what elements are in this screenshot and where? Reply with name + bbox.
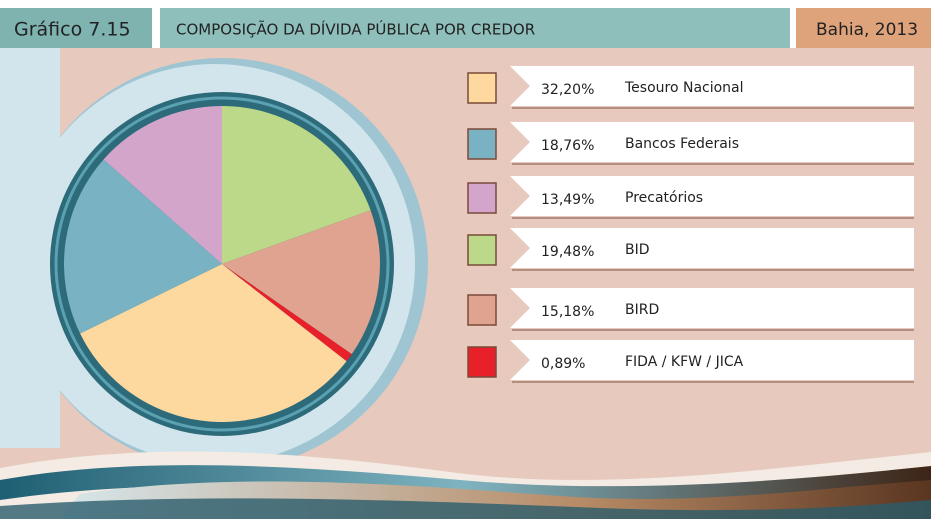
legend-swatch	[468, 129, 496, 159]
legend-value: 0,89%	[541, 356, 585, 372]
chart-title: COMPOSIÇÃO DA DÍVIDA PÚBLICA POR CREDOR	[176, 20, 535, 39]
legend-swatch	[468, 183, 496, 213]
legend-swatch	[468, 235, 496, 265]
legend-value: 19,48%	[541, 244, 594, 260]
legend-swatch	[468, 295, 496, 325]
legend-swatch	[468, 73, 496, 103]
chart-subtitle: Bahia, 2013	[816, 20, 918, 40]
chart: Gráfico 7.15 COMPOSIÇÃO DA DÍVIDA PÚBLIC…	[0, 0, 931, 519]
figure-label: Gráfico 7.15	[14, 19, 131, 41]
legend-label: BIRD	[625, 302, 659, 318]
legend-label: Bancos Federais	[625, 136, 739, 152]
legend-swatch	[468, 347, 496, 377]
legend-value: 13,49%	[541, 192, 594, 208]
legend-value: 15,18%	[541, 304, 594, 320]
legend-label: BID	[625, 242, 650, 258]
legend-label: FIDA / KFW / JICA	[625, 354, 744, 370]
legend-value: 18,76%	[541, 138, 594, 154]
legend-label: Tesouro Nacional	[624, 80, 744, 96]
legend-label: Precatórios	[625, 190, 703, 206]
legend-value: 32,20%	[541, 82, 594, 98]
